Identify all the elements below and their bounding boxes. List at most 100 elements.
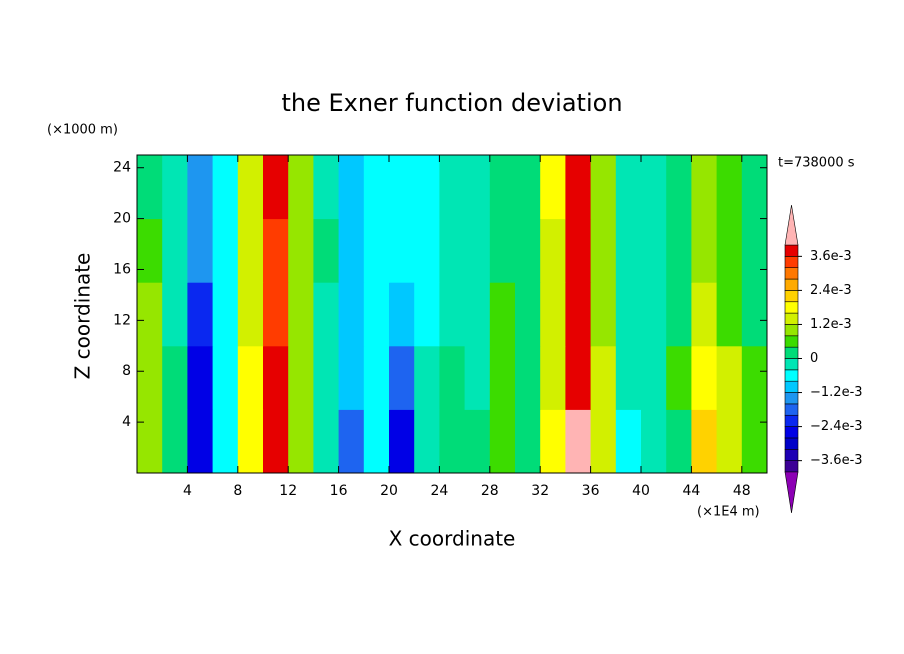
contour-cell: [338, 282, 365, 347]
contour-cell: [489, 218, 516, 283]
contour-cell: [540, 282, 566, 347]
contour-cell: [741, 409, 768, 474]
contour-cell: [363, 218, 390, 283]
contour-cell: [590, 155, 617, 220]
contour-cell: [741, 218, 768, 283]
contour-cell: [540, 409, 566, 474]
contour-cell: [666, 345, 692, 410]
contour-cell: [187, 218, 214, 283]
contour-cell: [515, 218, 541, 283]
plot-frame: [136, 154, 768, 474]
contour-cell: [565, 409, 592, 474]
contour-cell: [313, 345, 340, 410]
contour-cell: [666, 282, 692, 347]
contour-cell: [237, 218, 264, 283]
contour-cell: [691, 345, 718, 410]
contour-cell: [716, 155, 743, 220]
contour-cell: [263, 155, 289, 220]
contour-cell: [389, 282, 415, 347]
contour-cell: [288, 282, 314, 347]
colorbar-box: [784, 256, 799, 269]
contour-cell: [338, 155, 365, 220]
colorbar-box: [784, 335, 799, 348]
contour-cell: [313, 409, 340, 474]
contour-cell: [363, 155, 390, 220]
contour-cell: [666, 218, 692, 283]
x-tick-label: 32: [531, 483, 549, 499]
y-tick-label: 12: [113, 312, 131, 328]
contour-cell: [691, 218, 718, 283]
y-unit: (×1000 m): [47, 123, 118, 138]
colorbar-extension-top: [784, 204, 799, 246]
contour-cell: [540, 345, 566, 410]
contour-cell: [565, 345, 592, 410]
contour-cell: [741, 155, 768, 220]
x-axis-label: X coordinate: [389, 527, 516, 551]
contour-cell: [439, 345, 466, 410]
annotation: t=738000 s: [778, 156, 855, 171]
contour-cell: [565, 218, 592, 283]
contour-cell: [691, 409, 718, 474]
colorbar-box: [784, 312, 799, 325]
contour-cell: [464, 282, 491, 347]
contour-cell: [263, 345, 289, 410]
x-tick-label: 40: [632, 483, 650, 499]
contour-cell: [237, 155, 264, 220]
colorbar-box: [784, 460, 799, 473]
contour-cell: [540, 155, 566, 220]
colorbar-box: [784, 244, 799, 257]
contour-cell: [741, 282, 768, 347]
contour-cell: [515, 282, 541, 347]
contour-cell: [389, 155, 415, 220]
contour-cell: [187, 155, 214, 220]
contour-cell: [615, 345, 642, 410]
x-tick-label: 20: [380, 483, 398, 499]
x-tick-label: 12: [279, 483, 297, 499]
contour-cell: [263, 409, 289, 474]
colorbar-label: −2.4e-3: [810, 419, 863, 434]
contour-cell: [313, 218, 340, 283]
contour-cell: [288, 218, 314, 283]
contour-cell: [237, 282, 264, 347]
colorbar-box: [784, 301, 799, 314]
x-tick-label: 4: [183, 483, 192, 499]
contour-cell: [464, 345, 491, 410]
contour-cell: [641, 282, 667, 347]
colorbar-box: [784, 278, 799, 291]
contour-cell: [515, 345, 541, 410]
colorbar-label: 0: [810, 351, 818, 366]
contour-cell: [666, 155, 692, 220]
contour-cell: [389, 218, 415, 283]
colorbar-label: −3.6e-3: [810, 453, 863, 468]
contour-cell: [439, 282, 466, 347]
x-tick-label: 8: [233, 483, 242, 499]
contour-cell: [237, 345, 264, 410]
colorbar-extension-bottom: [784, 471, 799, 514]
contour-cell: [162, 409, 188, 474]
contour-cell: [515, 409, 541, 474]
contour-cell: [212, 345, 239, 410]
contour-cell: [590, 409, 617, 474]
contour-cell: [288, 155, 314, 220]
colorbar-box: [784, 267, 799, 280]
contour-cell: [464, 218, 491, 283]
contour-cell: [414, 409, 440, 474]
contour-cell: [212, 409, 239, 474]
contour-cell: [414, 345, 440, 410]
contour-cell: [439, 409, 466, 474]
colorbar-label: 3.6e-3: [810, 249, 852, 264]
contour-cell: [716, 282, 743, 347]
contour-cell: [137, 282, 163, 347]
x-tick-label: 48: [733, 483, 751, 499]
contour-cell: [414, 218, 440, 283]
contour-cell: [489, 409, 516, 474]
contour-cell: [338, 345, 365, 410]
colorbar-box: [784, 369, 799, 382]
contour-cell: [187, 282, 214, 347]
contour-cell: [515, 155, 541, 220]
contour-cell: [716, 218, 743, 283]
contour-cell: [212, 218, 239, 283]
contour-cell: [137, 218, 163, 283]
contour-cell: [162, 218, 188, 283]
